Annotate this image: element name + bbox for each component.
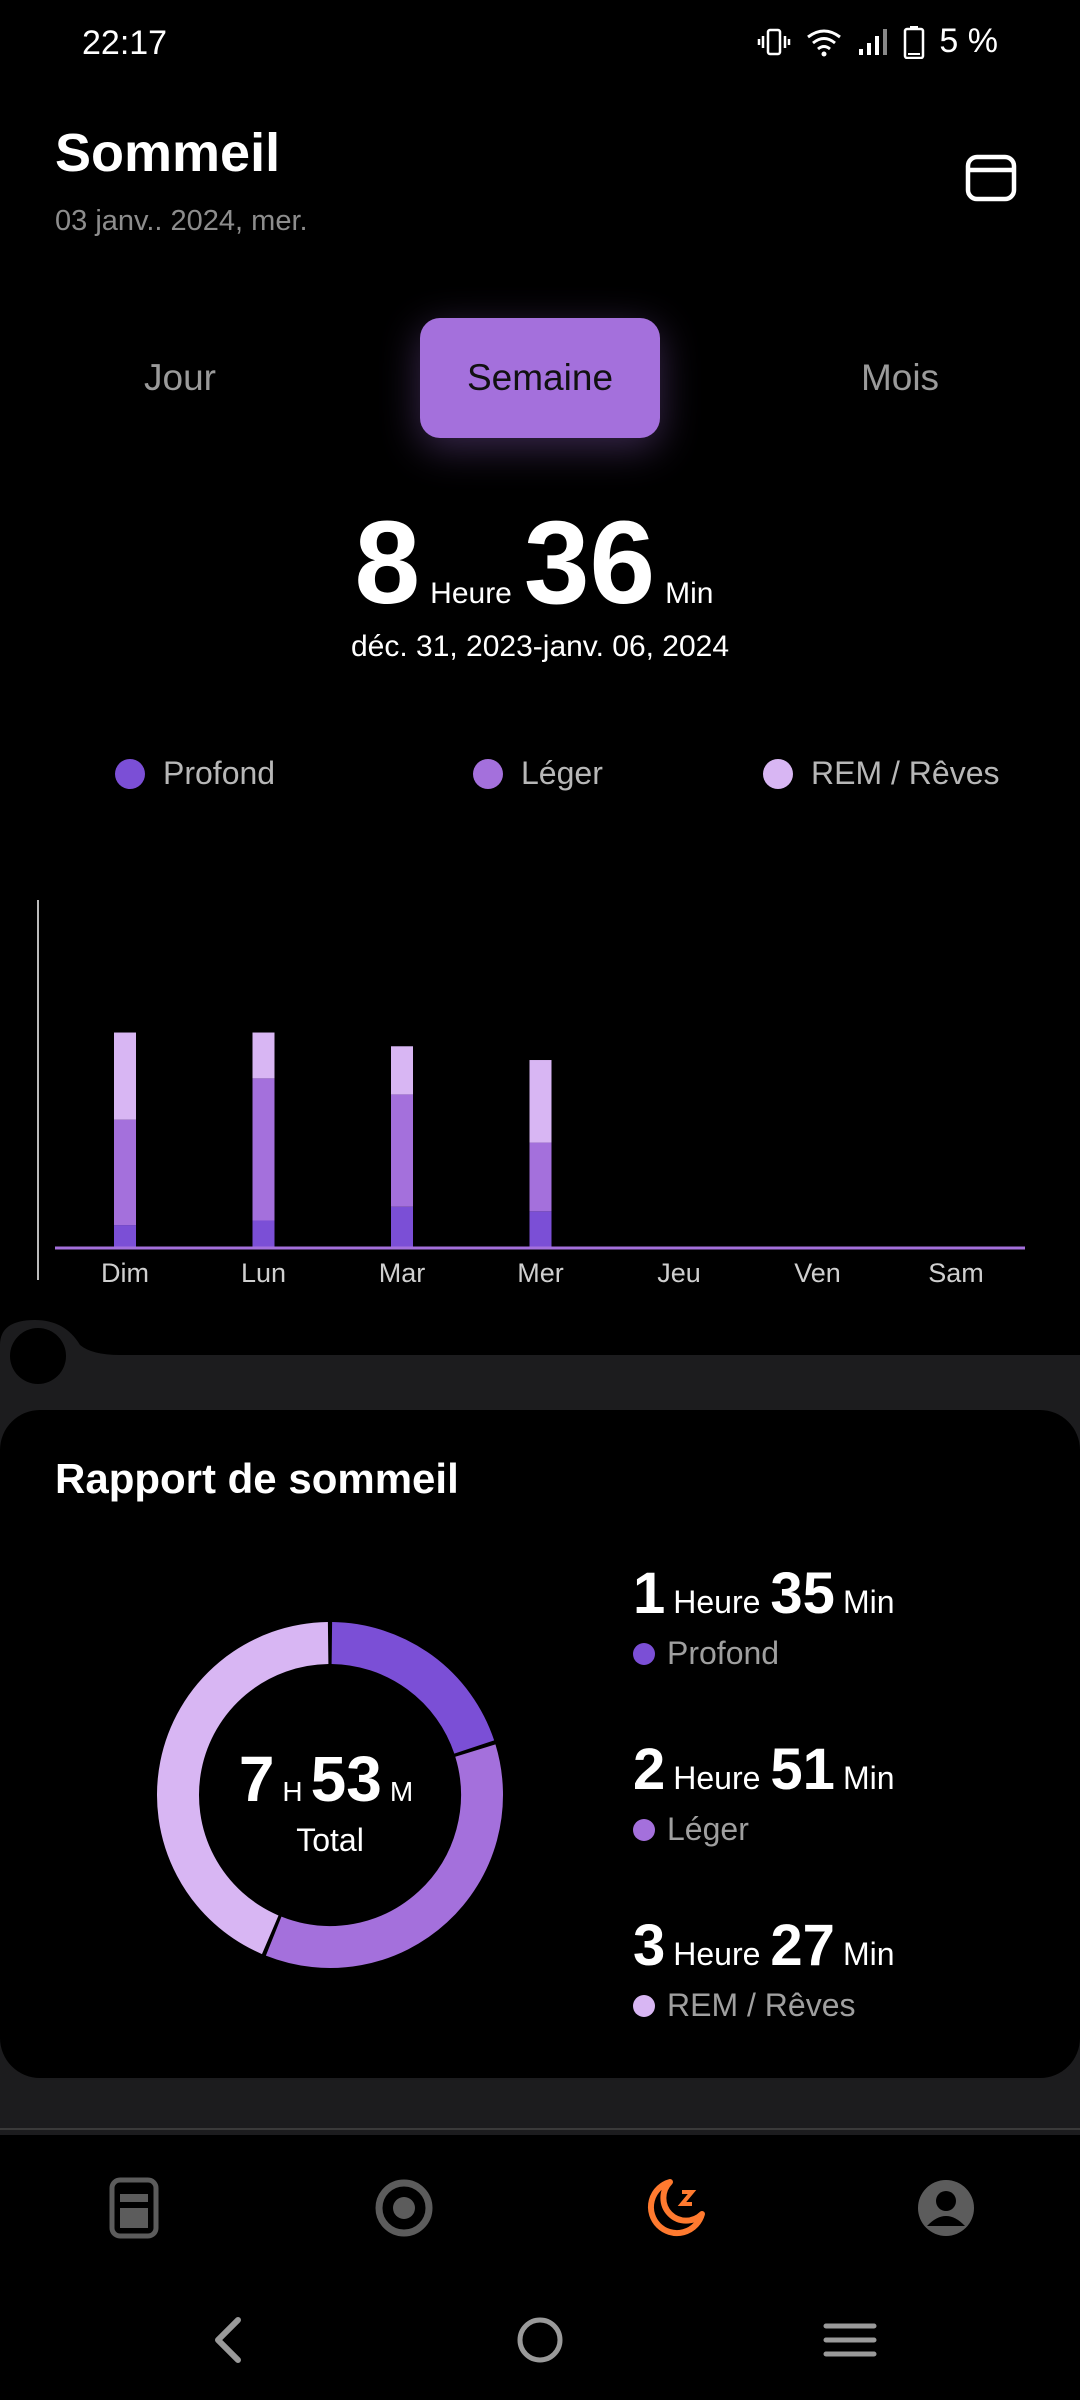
bar-mer-rem-r-ves bbox=[529, 1060, 552, 1143]
vibrate-icon bbox=[758, 28, 791, 55]
nav-workout[interactable] bbox=[368, 2172, 440, 2244]
stat-deep-minutes: 35 bbox=[770, 1561, 835, 1626]
battery-icon bbox=[904, 25, 925, 59]
bar-lun-profond bbox=[252, 1220, 275, 1248]
summary-minutes: 36 bbox=[523, 497, 656, 629]
dashboard-icon bbox=[109, 2177, 159, 2239]
bar-dim-léger bbox=[114, 1119, 136, 1226]
total-minutes-unit: M bbox=[389, 1776, 414, 1807]
week-range: déc. 31, 2023-janv. 06, 2024 bbox=[350, 630, 730, 663]
bar-dim-profond bbox=[114, 1225, 136, 1248]
bar-dim-rem-r-ves bbox=[114, 1032, 136, 1120]
total-label: Total bbox=[296, 1822, 364, 1858]
legend-rem-label: REM / Rêves bbox=[811, 755, 1000, 791]
stat-deep-minutes-unit: Min bbox=[842, 1584, 895, 1620]
nav-divider bbox=[0, 2128, 1080, 2130]
stat-light-dot bbox=[633, 1818, 655, 1841]
home-icon bbox=[517, 2317, 563, 2363]
stat-rem-hours: 3 bbox=[633, 1913, 666, 1978]
system-back-button[interactable] bbox=[190, 2310, 270, 2370]
bar-lun-léger bbox=[252, 1078, 275, 1221]
x-label-mer: Mer bbox=[517, 1258, 564, 1288]
tab-day[interactable]: Jour bbox=[144, 357, 216, 398]
profile-icon bbox=[918, 2180, 974, 2236]
legend-deep-dot bbox=[115, 758, 145, 789]
sleep-duration-summary: 8 Heure 36 Min bbox=[0, 495, 1080, 631]
summary-minutes-unit: Min bbox=[665, 577, 714, 610]
sleep-donut-chart bbox=[157, 1622, 503, 1968]
status-icons: 5 % bbox=[757, 22, 998, 61]
stat-rem: 3 Heure 27 Min REM / Rêves bbox=[633, 1912, 905, 2024]
workout-icon bbox=[375, 2179, 433, 2237]
bar-mer-léger bbox=[529, 1142, 552, 1212]
legend-deep-label: Profond bbox=[163, 755, 276, 791]
total-hours-unit: H bbox=[282, 1776, 303, 1807]
calendar-button[interactable] bbox=[963, 150, 1019, 206]
nav-dashboard[interactable] bbox=[98, 2172, 170, 2244]
bar-mar-léger bbox=[391, 1094, 413, 1207]
back-icon bbox=[215, 2317, 241, 2363]
stat-deep-hours-unit: Heure bbox=[673, 1584, 761, 1620]
report-title: Rapport de sommeil bbox=[55, 1455, 459, 1502]
donut-total: 7 H 53 M bbox=[160, 1742, 500, 1816]
tab-month[interactable]: Mois bbox=[860, 357, 940, 398]
x-label-ven: Ven bbox=[794, 1258, 841, 1288]
legend-light: Léger bbox=[473, 755, 603, 792]
x-label-dim: Dim bbox=[101, 1258, 149, 1288]
stat-light-hours: 2 bbox=[633, 1737, 666, 1802]
legend-rem: REM / Rêves bbox=[763, 755, 999, 792]
nav-sleep[interactable] bbox=[640, 2172, 712, 2244]
total-minutes: 53 bbox=[310, 1743, 382, 1815]
summary-hours-unit: Heure bbox=[430, 577, 512, 610]
weekly-sleep-chart: Dim Lun Mar Mer Jeu Ven Sam bbox=[37, 900, 1025, 1288]
system-recents-button[interactable] bbox=[810, 2310, 890, 2370]
legend-rem-dot bbox=[763, 758, 793, 789]
bar-lun-rem-r-ves bbox=[252, 1032, 275, 1079]
legend-light-label: Léger bbox=[521, 755, 603, 791]
page-title: Sommeil bbox=[55, 123, 281, 183]
stat-rem-minutes-unit: Min bbox=[842, 1936, 895, 1972]
stat-rem-dot bbox=[633, 1994, 655, 2017]
bar-mar-rem-r-ves bbox=[391, 1046, 413, 1095]
legend-light-dot bbox=[473, 758, 503, 789]
status-time: 22:17 bbox=[82, 24, 168, 62]
sleep-icon bbox=[647, 2179, 705, 2237]
stat-light: 2 Heure 51 Min Léger bbox=[633, 1736, 905, 1848]
stat-rem-minutes: 27 bbox=[770, 1913, 835, 1978]
wifi-icon bbox=[807, 29, 842, 56]
x-label-sam: Sam bbox=[928, 1258, 984, 1288]
stat-rem-label: REM / Rêves bbox=[667, 1987, 856, 2023]
nav-profile[interactable] bbox=[910, 2172, 982, 2244]
page-date: 03 janv.. 2024, mer. bbox=[55, 205, 308, 237]
legend-deep: Profond bbox=[115, 755, 275, 792]
summary-hours: 8 bbox=[354, 497, 421, 629]
stat-light-minutes: 51 bbox=[770, 1737, 835, 1802]
stat-light-label: Léger bbox=[667, 1811, 749, 1847]
x-label-lun: Lun bbox=[241, 1258, 286, 1288]
donut-segment-light bbox=[265, 1744, 503, 1968]
donut-segment-deep bbox=[331, 1622, 495, 1755]
menu-icon bbox=[823, 2323, 877, 2357]
stat-rem-hours-unit: Heure bbox=[673, 1936, 761, 1972]
calendar-icon bbox=[965, 154, 1017, 202]
stat-deep: 1 Heure 35 Min Profond bbox=[633, 1560, 905, 1672]
stat-deep-hours: 1 bbox=[633, 1561, 666, 1626]
bar-mar-profond bbox=[391, 1206, 413, 1248]
stat-light-hours-unit: Heure bbox=[673, 1760, 761, 1796]
stat-light-minutes-unit: Min bbox=[842, 1760, 895, 1796]
tab-week[interactable]: Semaine bbox=[420, 318, 660, 438]
stat-deep-label: Profond bbox=[667, 1635, 780, 1671]
donut-segment-rem bbox=[157, 1622, 329, 1955]
system-home-button[interactable] bbox=[500, 2310, 580, 2370]
total-hours: 7 bbox=[238, 1743, 275, 1815]
x-label-mar: Mar bbox=[379, 1258, 426, 1288]
signal-icon bbox=[859, 28, 888, 55]
bar-mer-profond bbox=[529, 1211, 552, 1248]
x-label-jeu: Jeu bbox=[657, 1258, 701, 1288]
battery-level: 5 % bbox=[939, 22, 998, 60]
stat-deep-dot bbox=[633, 1642, 655, 1665]
drag-handle[interactable] bbox=[10, 1328, 66, 1384]
